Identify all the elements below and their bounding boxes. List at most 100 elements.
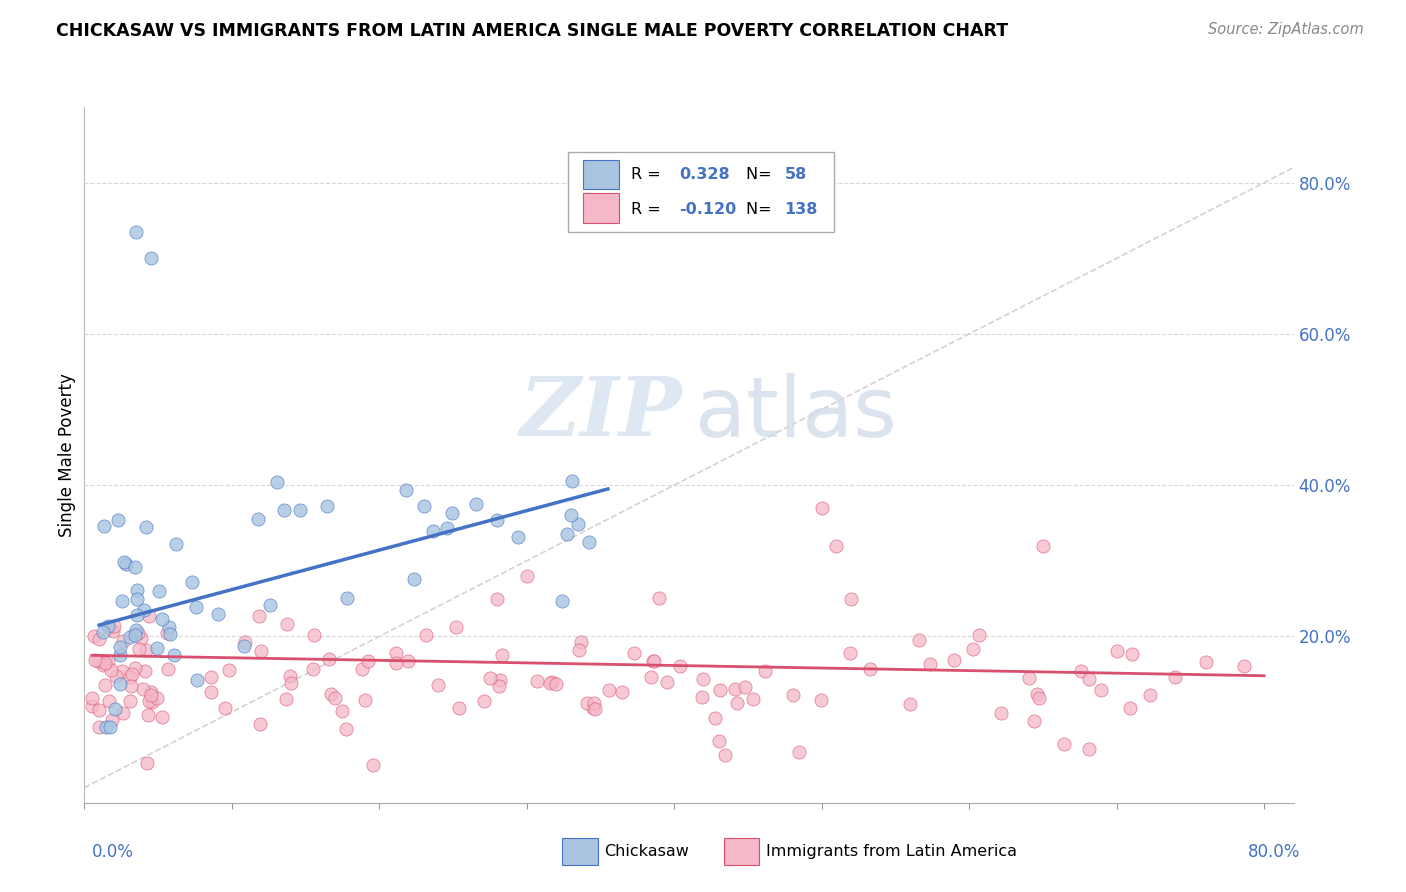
Point xyxy=(506,529,529,543)
Point xyxy=(668,658,690,673)
Point xyxy=(146,641,169,656)
Point xyxy=(385,646,408,660)
Point xyxy=(491,648,513,663)
Point xyxy=(538,676,561,690)
Point xyxy=(1070,664,1092,678)
FancyBboxPatch shape xyxy=(568,153,834,232)
Point xyxy=(427,678,450,692)
Point xyxy=(724,681,747,696)
Point xyxy=(357,654,380,668)
Point xyxy=(967,628,990,642)
Point xyxy=(412,499,434,513)
Point xyxy=(335,722,357,736)
Point xyxy=(323,690,346,705)
Point xyxy=(100,663,122,677)
Point xyxy=(578,534,600,549)
Point xyxy=(132,603,155,617)
Point xyxy=(544,676,567,690)
Point xyxy=(486,513,509,527)
Point xyxy=(266,475,288,489)
Point xyxy=(598,682,620,697)
Point xyxy=(108,648,131,663)
Point xyxy=(908,633,931,648)
Point xyxy=(120,679,142,693)
Point xyxy=(138,694,160,708)
Point xyxy=(714,747,737,762)
Point xyxy=(165,537,187,551)
Point xyxy=(83,653,105,667)
Point xyxy=(734,680,756,694)
Point xyxy=(576,696,599,710)
Point xyxy=(898,697,921,711)
Point xyxy=(278,669,301,683)
Point xyxy=(276,617,298,632)
Point xyxy=(157,662,180,676)
Point xyxy=(127,582,149,597)
Point xyxy=(990,706,1012,721)
Point xyxy=(107,513,129,527)
Point xyxy=(1195,655,1218,669)
Point xyxy=(489,673,512,687)
Point xyxy=(655,675,678,690)
Point xyxy=(89,632,111,647)
Point xyxy=(1119,700,1142,714)
Point xyxy=(709,683,731,698)
Point xyxy=(583,702,606,716)
Point xyxy=(98,694,121,708)
Point xyxy=(302,661,325,675)
Point xyxy=(612,685,634,699)
Point xyxy=(125,608,148,623)
Point xyxy=(105,669,128,683)
Point xyxy=(87,720,110,734)
Point xyxy=(125,592,148,607)
Text: N=: N= xyxy=(745,167,776,182)
Point xyxy=(108,640,131,655)
Point xyxy=(488,679,510,693)
Point xyxy=(336,591,359,606)
Point xyxy=(186,673,208,687)
Point xyxy=(782,688,804,702)
Text: atlas: atlas xyxy=(695,373,897,454)
Point xyxy=(395,483,418,497)
Point xyxy=(135,519,157,533)
Point xyxy=(274,691,297,706)
Point xyxy=(567,516,589,531)
Point xyxy=(101,714,124,728)
Point xyxy=(80,698,103,713)
Point xyxy=(741,692,763,706)
Point xyxy=(839,646,862,660)
Point xyxy=(159,627,181,641)
Point xyxy=(568,642,591,657)
Point xyxy=(962,641,984,656)
Point xyxy=(97,655,120,669)
Point xyxy=(643,654,665,668)
Point xyxy=(94,720,117,734)
Point xyxy=(1032,539,1054,553)
Point xyxy=(218,663,240,677)
Point xyxy=(1107,644,1129,658)
Point xyxy=(560,508,582,522)
Point xyxy=(139,685,162,699)
Point xyxy=(214,701,236,715)
Point xyxy=(124,628,146,642)
Point xyxy=(1026,687,1049,701)
Point xyxy=(112,706,135,720)
Point xyxy=(354,693,377,707)
Point xyxy=(111,664,134,678)
Point xyxy=(93,678,115,692)
Point xyxy=(690,690,713,705)
Point xyxy=(103,624,125,639)
Point xyxy=(125,225,148,239)
Point xyxy=(135,756,157,770)
Point xyxy=(550,594,572,608)
Point xyxy=(859,662,882,676)
Point xyxy=(1018,671,1040,685)
Point xyxy=(124,560,146,574)
Point xyxy=(135,643,157,657)
Point xyxy=(148,584,170,599)
Point xyxy=(422,524,444,539)
Point xyxy=(725,696,748,710)
Point xyxy=(839,591,862,606)
Point xyxy=(288,502,311,516)
Point xyxy=(91,654,114,668)
